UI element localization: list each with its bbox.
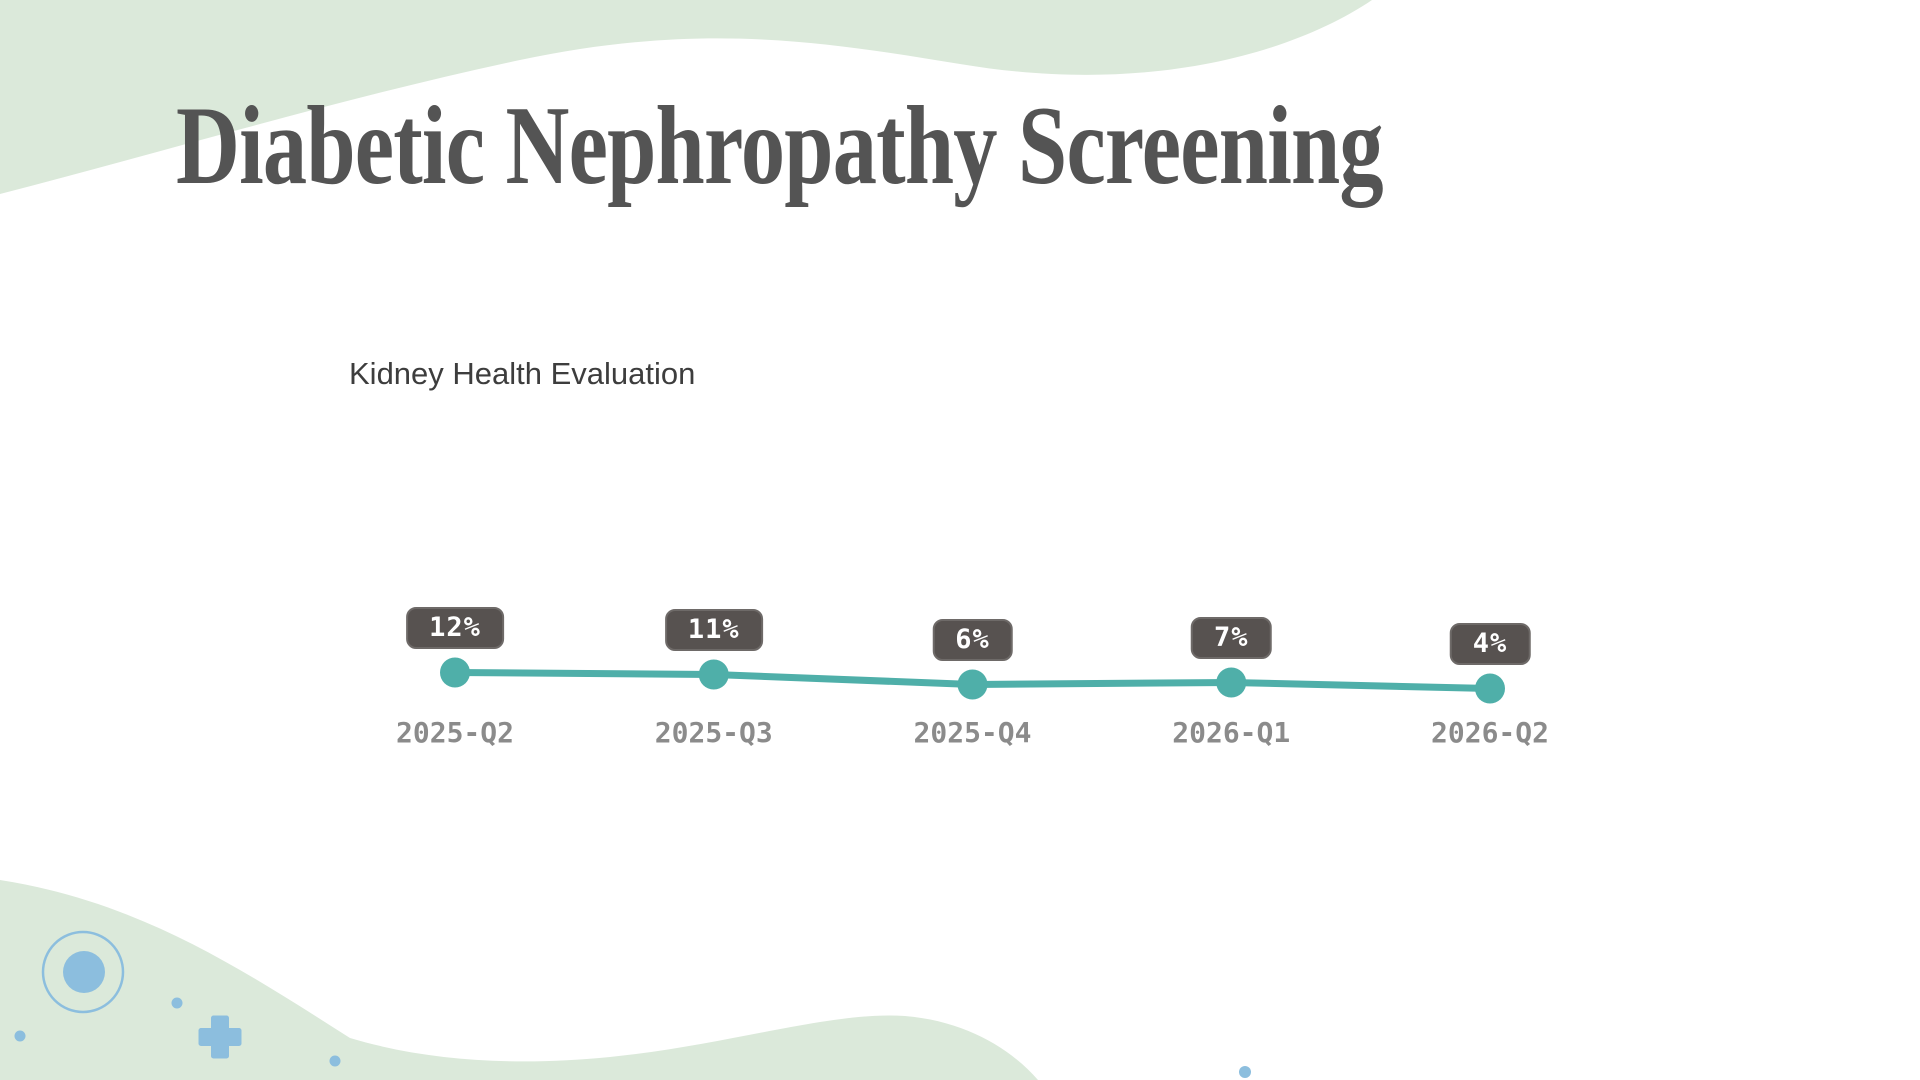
data-point-marker (957, 669, 988, 700)
x-axis-label: 2025-Q2 (395, 716, 515, 749)
data-label-badge: 12% (406, 606, 504, 649)
data-point-marker (1216, 667, 1247, 698)
dot-icon (171, 997, 183, 1009)
dot-icon (14, 1030, 26, 1042)
dot-icon (1239, 1066, 1251, 1078)
plus-icon (198, 1015, 242, 1059)
x-axis-label: 2026-Q2 (1430, 716, 1550, 749)
data-point-marker (440, 657, 470, 688)
x-axis-label: 2025-Q3 (654, 716, 773, 749)
data-label-badge: 11% (664, 608, 763, 651)
slide-title: Diabetic Nephropathy Screening (176, 84, 1384, 208)
data-label-badge: 4% (1449, 622, 1531, 665)
data-label-badge: 6% (932, 618, 1013, 661)
data-point-marker (698, 659, 729, 690)
filled-circle-icon (63, 951, 105, 993)
data-point-marker (1475, 673, 1505, 704)
ring-circle-icon (41, 930, 125, 1014)
chart-title: Kidney Health Evaluation (349, 356, 696, 391)
dot-icon (329, 1055, 341, 1067)
mint-blob-bottom-shape (0, 880, 1038, 1080)
x-axis-label: 2026-Q1 (1172, 716, 1291, 749)
data-label-badge: 7% (1190, 616, 1272, 659)
x-axis-label: 2025-Q4 (913, 716, 1032, 749)
trend-line (451, 669, 1494, 692)
